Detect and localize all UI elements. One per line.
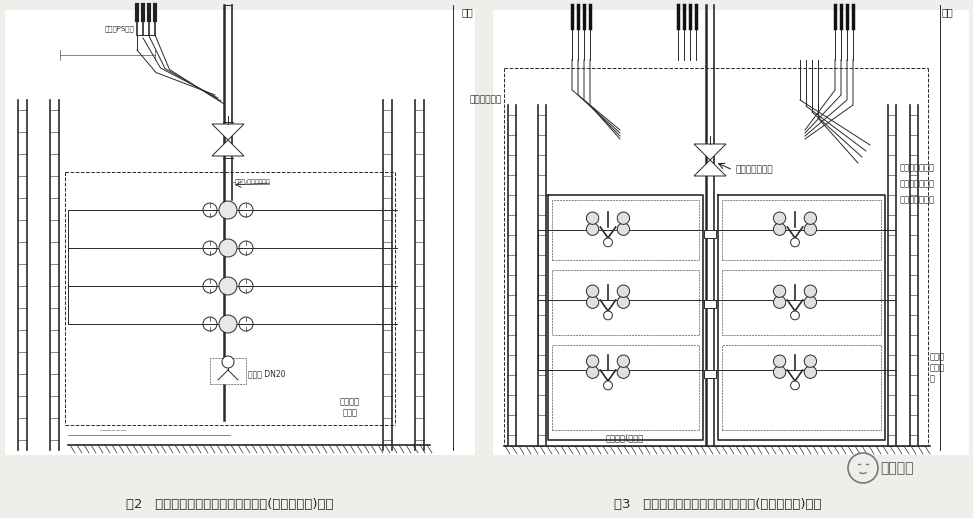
Circle shape [617,296,630,308]
Text: 预制伴热绝缘管: 预制伴热绝缘管 [900,164,935,172]
Text: 供货范
围分界
线: 供货范 围分界 线 [930,352,945,384]
Text: 集管: 集管 [942,7,954,17]
Circle shape [805,296,816,308]
Text: 一体式疏水阀站: 一体式疏水阀站 [900,195,935,205]
Circle shape [791,381,800,390]
Circle shape [603,238,612,247]
Circle shape [587,366,598,378]
Circle shape [774,223,786,235]
Circle shape [603,381,612,390]
Circle shape [791,311,800,320]
Bar [552,200,699,260]
Bar [552,345,699,430]
Text: 凝结水收集管束: 凝结水收集管束 [900,180,935,189]
Bar [210,358,246,384]
Bar [722,345,881,430]
Text: 集管: 集管 [462,7,474,17]
Text: 外接凝结水总管: 外接凝结水总管 [735,165,773,175]
Text: 图2   第二代集成伴热站技术设备布置(蒸汽分配站)示意: 图2 第二代集成伴热站技术设备布置(蒸汽分配站)示意 [126,498,334,511]
Circle shape [587,285,598,297]
Bar [5,10,475,455]
Polygon shape [694,144,726,160]
Circle shape [805,212,816,224]
Bar [704,370,716,378]
Circle shape [774,285,786,297]
Bar [704,300,716,308]
Circle shape [617,355,630,367]
Circle shape [587,355,598,367]
Bar [722,270,881,335]
Circle shape [219,277,237,295]
Circle shape [219,201,237,219]
Circle shape [617,223,630,235]
Bar [704,230,716,238]
Circle shape [587,223,598,235]
Circle shape [617,285,630,297]
Text: 图3   第二代集成伴热站技术设备布置(凝液疏水站)示意: 图3 第二代集成伴热站技术设备布置(凝液疏水站)示意 [614,498,822,511]
Circle shape [805,366,816,378]
Text: 压力表/分汽缸出口管: 压力表/分汽缸出口管 [235,179,270,185]
Bar [493,10,969,455]
Circle shape [774,366,786,378]
Circle shape [805,355,816,367]
Text: 供货范围
分界线: 供货范围 分界线 [340,397,360,417]
Bar [722,200,881,260]
Circle shape [617,366,630,378]
Text: 超级石化: 超级石化 [880,461,914,475]
Circle shape [774,296,786,308]
Circle shape [587,296,598,308]
Circle shape [603,311,612,320]
Polygon shape [212,124,244,140]
Circle shape [805,285,816,297]
Polygon shape [212,140,244,156]
Circle shape [774,212,786,224]
Text: 卡套螺纹接头: 卡套螺纹接头 [470,95,502,105]
Circle shape [791,238,800,247]
Text: 压力表PS接口: 压力表PS接口 [105,25,134,32]
Circle shape [222,356,234,368]
Polygon shape [694,160,726,176]
Text: 管束支架(固定）: 管束支架(固定） [606,434,644,442]
Circle shape [774,355,786,367]
Bar [552,270,699,335]
Circle shape [219,315,237,333]
Circle shape [219,239,237,257]
Text: 池水口 DN20: 池水口 DN20 [248,369,285,379]
Circle shape [587,212,598,224]
Circle shape [805,223,816,235]
Text: —————: ————— [100,428,127,433]
Circle shape [617,212,630,224]
